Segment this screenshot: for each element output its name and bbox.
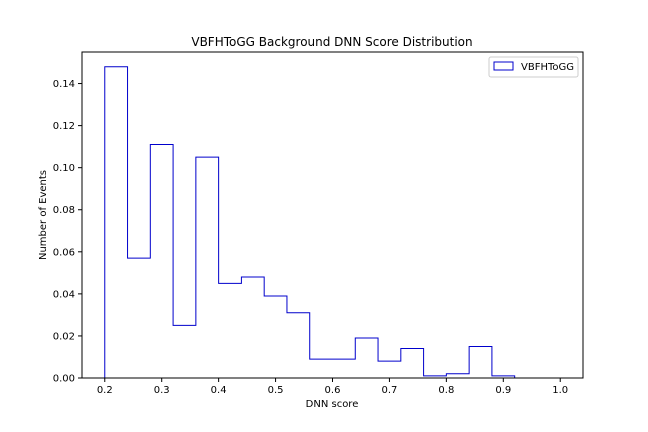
histogram-bin	[264, 296, 287, 378]
histogram-bin	[128, 258, 151, 378]
y-tick-label: 0.08	[53, 205, 75, 216]
histogram-bin	[310, 359, 333, 378]
chart-title: VBFHToGG Background DNN Score Distributi…	[191, 35, 472, 49]
legend-swatch	[493, 61, 514, 71]
histogram-bin	[150, 145, 173, 378]
histogram-bin	[287, 313, 310, 378]
histogram-bin	[378, 361, 401, 378]
histogram-bin	[446, 374, 469, 378]
x-tick-label: 1.0	[552, 385, 568, 396]
histogram-bin	[241, 277, 264, 378]
y-tick-label: 0.00	[53, 374, 75, 385]
histogram-bin	[333, 359, 356, 378]
histogram-bin	[105, 67, 128, 378]
x-tick-label: 0.3	[154, 385, 170, 396]
y-tick-label: 0.04	[53, 289, 75, 300]
histogram-bin	[469, 346, 492, 378]
legend: VBFHToGG	[488, 56, 579, 78]
y-tick-label: 0.02	[53, 331, 75, 342]
y-tick-label: 0.10	[53, 163, 75, 174]
y-axis-label: Number of Events	[38, 170, 49, 260]
x-tick-label: 0.9	[495, 385, 511, 396]
histogram-bin	[355, 338, 378, 378]
y-tick-label: 0.06	[53, 247, 75, 258]
histogram-bin	[401, 349, 424, 378]
histogram-bin	[196, 157, 219, 378]
x-tick-label: 0.5	[268, 385, 284, 396]
x-axis-ticks: 0.2 0.3 0.4 0.5 0.6 0.7 0.8 0.9 1.0	[97, 378, 568, 396]
histogram-bin	[219, 283, 242, 378]
y-axis-ticks: 0.00 0.02 0.04 0.06 0.08 0.10 0.12 0.14	[53, 79, 82, 385]
x-tick-label: 0.6	[325, 385, 341, 396]
x-tick-label: 0.8	[438, 385, 454, 396]
x-tick-label: 0.2	[97, 385, 113, 396]
x-axis-label: DNN score	[306, 399, 359, 410]
plot-area	[104, 66, 561, 379]
histogram-bin	[173, 325, 196, 378]
y-tick-label: 0.14	[53, 79, 75, 90]
x-tick-label: 0.4	[211, 385, 227, 396]
legend-label: VBFHToGG	[521, 62, 574, 73]
histogram-outline	[104, 66, 561, 379]
y-tick-label: 0.12	[53, 121, 75, 132]
x-tick-label: 0.7	[381, 385, 397, 396]
